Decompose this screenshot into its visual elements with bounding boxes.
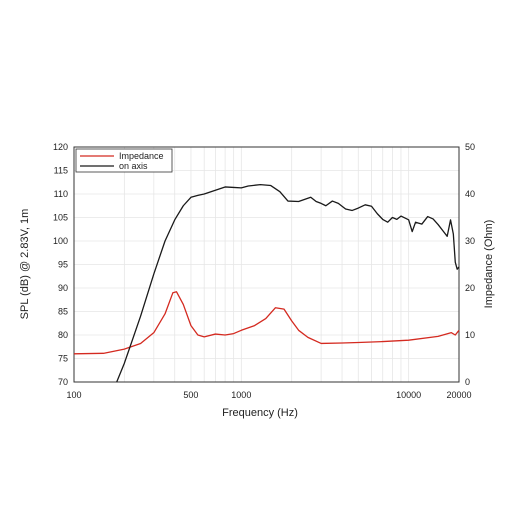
x-tick-label: 100 [66,390,81,400]
x-tick-label: 20000 [446,390,471,400]
series-line-impedance [73,291,460,355]
x-tick-label: 1000 [231,390,251,400]
x-axis-title: Frequency (Hz) [222,407,298,419]
y-axis-title: SPL (dB) @ 2.83V, 1m [19,209,31,320]
series-line-on-axis [116,183,460,383]
y-tick-label: 70 [58,377,68,387]
plot-frame [73,146,460,383]
y-tick-label: 90 [58,283,68,293]
y-tick-label: 100 [53,236,68,246]
y-tick-label: 115 [54,166,68,176]
y-tick-label: 95 [58,260,68,270]
y2-tick-label: 10 [465,330,475,340]
y2-tick-label: 0 [465,377,470,387]
legend-label-on-axis: on axis [119,161,148,171]
y2-tick-label: 20 [465,283,475,293]
y2-tick-label: 40 [465,189,475,199]
x-tick-label: 10000 [396,390,421,400]
tick-labels: 70 75 80 85 90 95 100 105 110 115 120 0 10 20 30 40 50 10… [53,142,475,400]
y-tick-label: 75 [58,354,68,364]
series-layer [73,183,460,383]
legend-label-impedance: Impedance [119,151,164,161]
x-tick-label: 500 [183,390,198,400]
y2-axis-title: Impedance (Ohm) [483,220,495,309]
y-tick-label: 105 [53,213,68,223]
y2-tick-label: 30 [465,236,475,246]
y-tick-label: 85 [58,307,68,317]
legend: Impedance on axis [75,148,173,173]
y-tick-label: 110 [54,189,68,199]
y-tick-label: 80 [58,330,68,340]
y2-tick-label: 50 [465,142,475,152]
y-tick-label: 120 [53,142,68,152]
